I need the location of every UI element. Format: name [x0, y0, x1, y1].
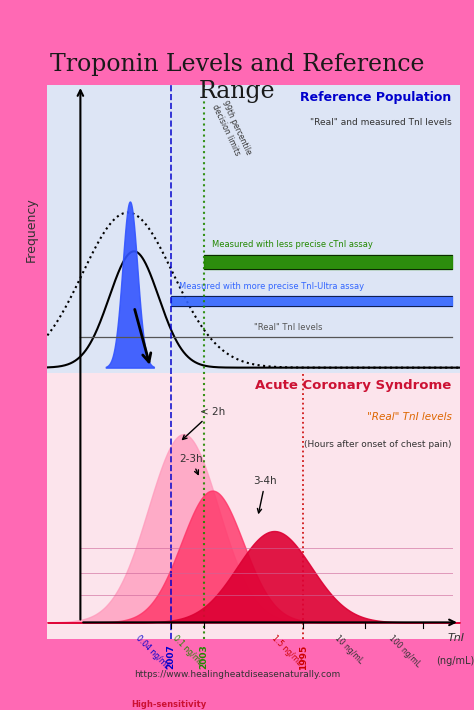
Text: 99th percentile
decision limits: 99th percentile decision limits: [210, 99, 253, 160]
Text: TnI: TnI: [447, 633, 464, 643]
Text: 1.5 ng/mL: 1.5 ng/mL: [270, 633, 303, 667]
Text: 1995: 1995: [299, 645, 308, 670]
Text: 0.1 ng/mL: 0.1 ng/mL: [171, 633, 204, 667]
Text: "Real" TnI levels: "Real" TnI levels: [254, 322, 322, 332]
Text: Reference Population: Reference Population: [301, 91, 452, 104]
Bar: [47, 85, 460, 373]
Text: 2007: 2007: [167, 645, 175, 670]
Text: Troponin Levels and Reference
Range: Troponin Levels and Reference Range: [50, 53, 424, 103]
Text: "Real" TnI levels: "Real" TnI levels: [367, 412, 452, 422]
Text: Acute Coronary Syndrome: Acute Coronary Syndrome: [255, 378, 452, 392]
Text: 3-4h: 3-4h: [254, 476, 277, 513]
Bar: [47, 373, 460, 639]
Text: (Hours after onset of chest pain): (Hours after onset of chest pain): [304, 439, 452, 449]
Text: 0.04 ng/mL: 0.04 ng/mL: [134, 633, 171, 670]
Text: Measured with less precise cTnI assay: Measured with less precise cTnI assay: [212, 239, 373, 248]
Text: https://www.healingheatdiseasenaturally.com: https://www.healingheatdiseasenaturally.…: [134, 670, 340, 679]
Text: "Real" and measured TnI levels: "Real" and measured TnI levels: [310, 119, 452, 127]
Text: 2003: 2003: [200, 645, 209, 670]
Text: 2-3h: 2-3h: [179, 454, 203, 474]
Text: 100 ng/mL: 100 ng/mL: [387, 633, 423, 669]
Text: (ng/mL): (ng/mL): [437, 655, 474, 665]
Text: Measured with more precise TnI-Ultra assay: Measured with more precise TnI-Ultra ass…: [179, 282, 365, 291]
Text: Frequency: Frequency: [24, 197, 37, 261]
Text: < 2h: < 2h: [182, 407, 225, 439]
Text: 10 ng/mL: 10 ng/mL: [333, 633, 365, 665]
Text: High-sensitivity
Assays: High-sensitivity Assays: [131, 700, 207, 710]
